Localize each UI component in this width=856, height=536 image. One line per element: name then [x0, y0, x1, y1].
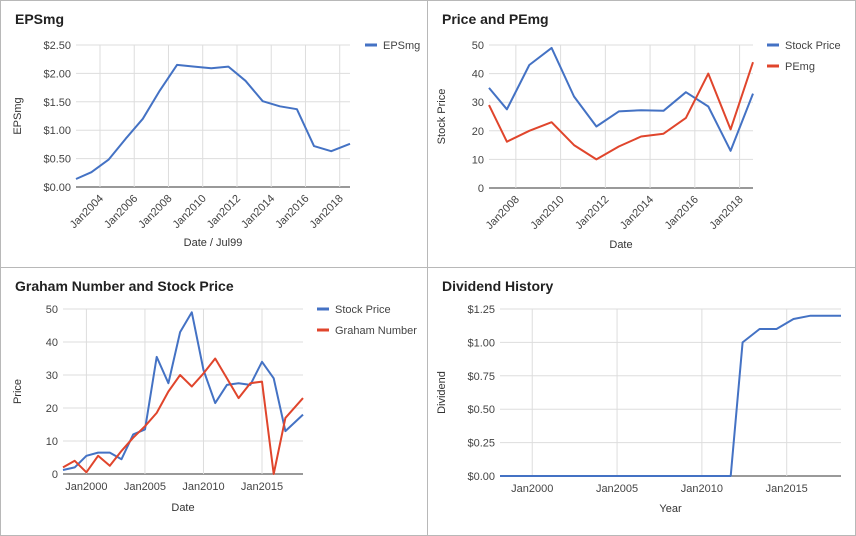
y-tick-label: $0.25	[467, 438, 495, 450]
y-axis-title: EPSmg	[12, 97, 24, 134]
x-tick-label: Jan2010	[528, 194, 566, 232]
x-axis-title: Date	[609, 239, 632, 251]
epsmg-chart: $0.00$0.50$1.00$1.50$2.00$2.50Jan2004Jan…	[12, 40, 420, 249]
x-tick-label: Jan2018	[308, 193, 346, 231]
y-tick-label: $0.75	[467, 371, 495, 383]
x-tick-label: Jan2005	[124, 481, 166, 493]
y-tick-label: 10	[46, 436, 58, 448]
legend-label: PEmg	[785, 61, 815, 73]
chart-title: Graham Number and Stock Price	[15, 278, 234, 294]
x-tick-label: Jan2006	[102, 193, 140, 231]
y-axis-title: Dividend	[436, 371, 448, 414]
y-tick-label: $1.00	[43, 125, 71, 137]
x-tick-label: Jan2008	[136, 193, 174, 231]
legend-label: EPSmg	[383, 40, 420, 52]
chart-panel-graham: Graham Number and Stock Price 0 10 20 30 40 5…	[0, 267, 428, 536]
series-line-epsmg	[75, 63, 351, 180]
x-tick-label: Jan2012	[205, 193, 243, 231]
y-tick-label: 20	[472, 126, 484, 138]
x-tick-label: Jan2005	[596, 483, 638, 495]
series-line-pemg	[488, 61, 754, 161]
x-tick-label: Jan2012	[573, 194, 611, 232]
legend-label: Stock Price	[335, 304, 391, 316]
y-axis-title: Price	[12, 379, 24, 404]
y-tick-label: $1.50	[43, 97, 71, 109]
y-tick-label: $0.00	[43, 182, 71, 194]
chart-panel-dividend: Dividend History $0.00 $0.25 $0.50 $0.75 $1.…	[427, 267, 856, 536]
y-tick-label: $0.00	[467, 471, 495, 483]
x-tick-label: Jan2015	[766, 483, 808, 495]
x-tick-label: Jan2014	[239, 193, 277, 231]
y-tick-label: $0.50	[43, 154, 71, 166]
series-line-stock-price	[62, 311, 304, 471]
y-tick-label: $1.25	[467, 304, 495, 316]
y-tick-label: 50	[472, 40, 484, 52]
y-tick-label: 0	[478, 183, 484, 195]
x-tick-label: Jan2018	[707, 194, 745, 232]
series-line-graham-number	[62, 357, 304, 475]
x-tick-label: Jan2004	[68, 193, 106, 231]
y-tick-label: $2.50	[43, 40, 71, 52]
y-tick-label: 50	[46, 304, 58, 316]
y-tick-label: 10	[472, 154, 484, 166]
series-line-stock-price	[488, 46, 754, 152]
chart-title: Dividend History	[442, 278, 554, 294]
x-axis-title: Date	[171, 502, 194, 514]
y-tick-label: 20	[46, 403, 58, 415]
chart-title: Price and PEmg	[442, 11, 549, 27]
x-tick-label: Jan2015	[241, 481, 283, 493]
graham-chart: 0 10 20 30 40 50 Jan2000 Jan2005 Jan2010 Jan2015 D…	[12, 304, 417, 514]
series-line-dividend	[500, 314, 841, 477]
x-axis-title: Date / Jul99	[184, 237, 243, 249]
y-tick-label: 30	[46, 370, 58, 382]
x-tick-label: Jan2000	[511, 483, 553, 495]
y-tick-label: 0	[52, 469, 58, 481]
dividend-chart: $0.00 $0.25 $0.50 $0.75 $1.00 $1.25 Jan2000 Jan…	[436, 304, 841, 515]
legend-label: Graham Number	[335, 325, 417, 337]
y-tick-label: $1.00	[467, 337, 495, 349]
chart-panel-price-pemg: Price and PEmg 0 10 20 30 40 50 Jan2008 Jan2010…	[427, 0, 856, 268]
x-tick-label: Jan2010	[182, 481, 224, 493]
x-tick-label: Jan2016	[273, 193, 311, 231]
chart-panel-epsmg: EPSmg $0.00 $0.50 $1.00 $1.50 $2.00 $2.50 Jan2…	[0, 0, 428, 268]
legend-label: Stock Price	[785, 40, 841, 52]
y-axis-title: Stock Price	[436, 89, 448, 145]
y-tick-label: $0.50	[467, 404, 495, 416]
x-tick-label: Jan2014	[618, 194, 656, 232]
x-tick-label: Jan2008	[484, 194, 522, 232]
x-tick-label: Jan2000	[65, 481, 107, 493]
x-tick-label: Jan2010	[171, 193, 209, 231]
y-tick-label: 40	[46, 337, 58, 349]
y-tick-label: 40	[472, 69, 484, 81]
chart-title: EPSmg	[15, 11, 65, 27]
x-tick-label: Jan2016	[663, 194, 701, 232]
x-tick-label: Jan2010	[681, 483, 723, 495]
y-tick-label: 30	[472, 97, 484, 109]
x-axis-title: Year	[659, 503, 682, 515]
y-tick-label: $2.00	[43, 68, 71, 80]
